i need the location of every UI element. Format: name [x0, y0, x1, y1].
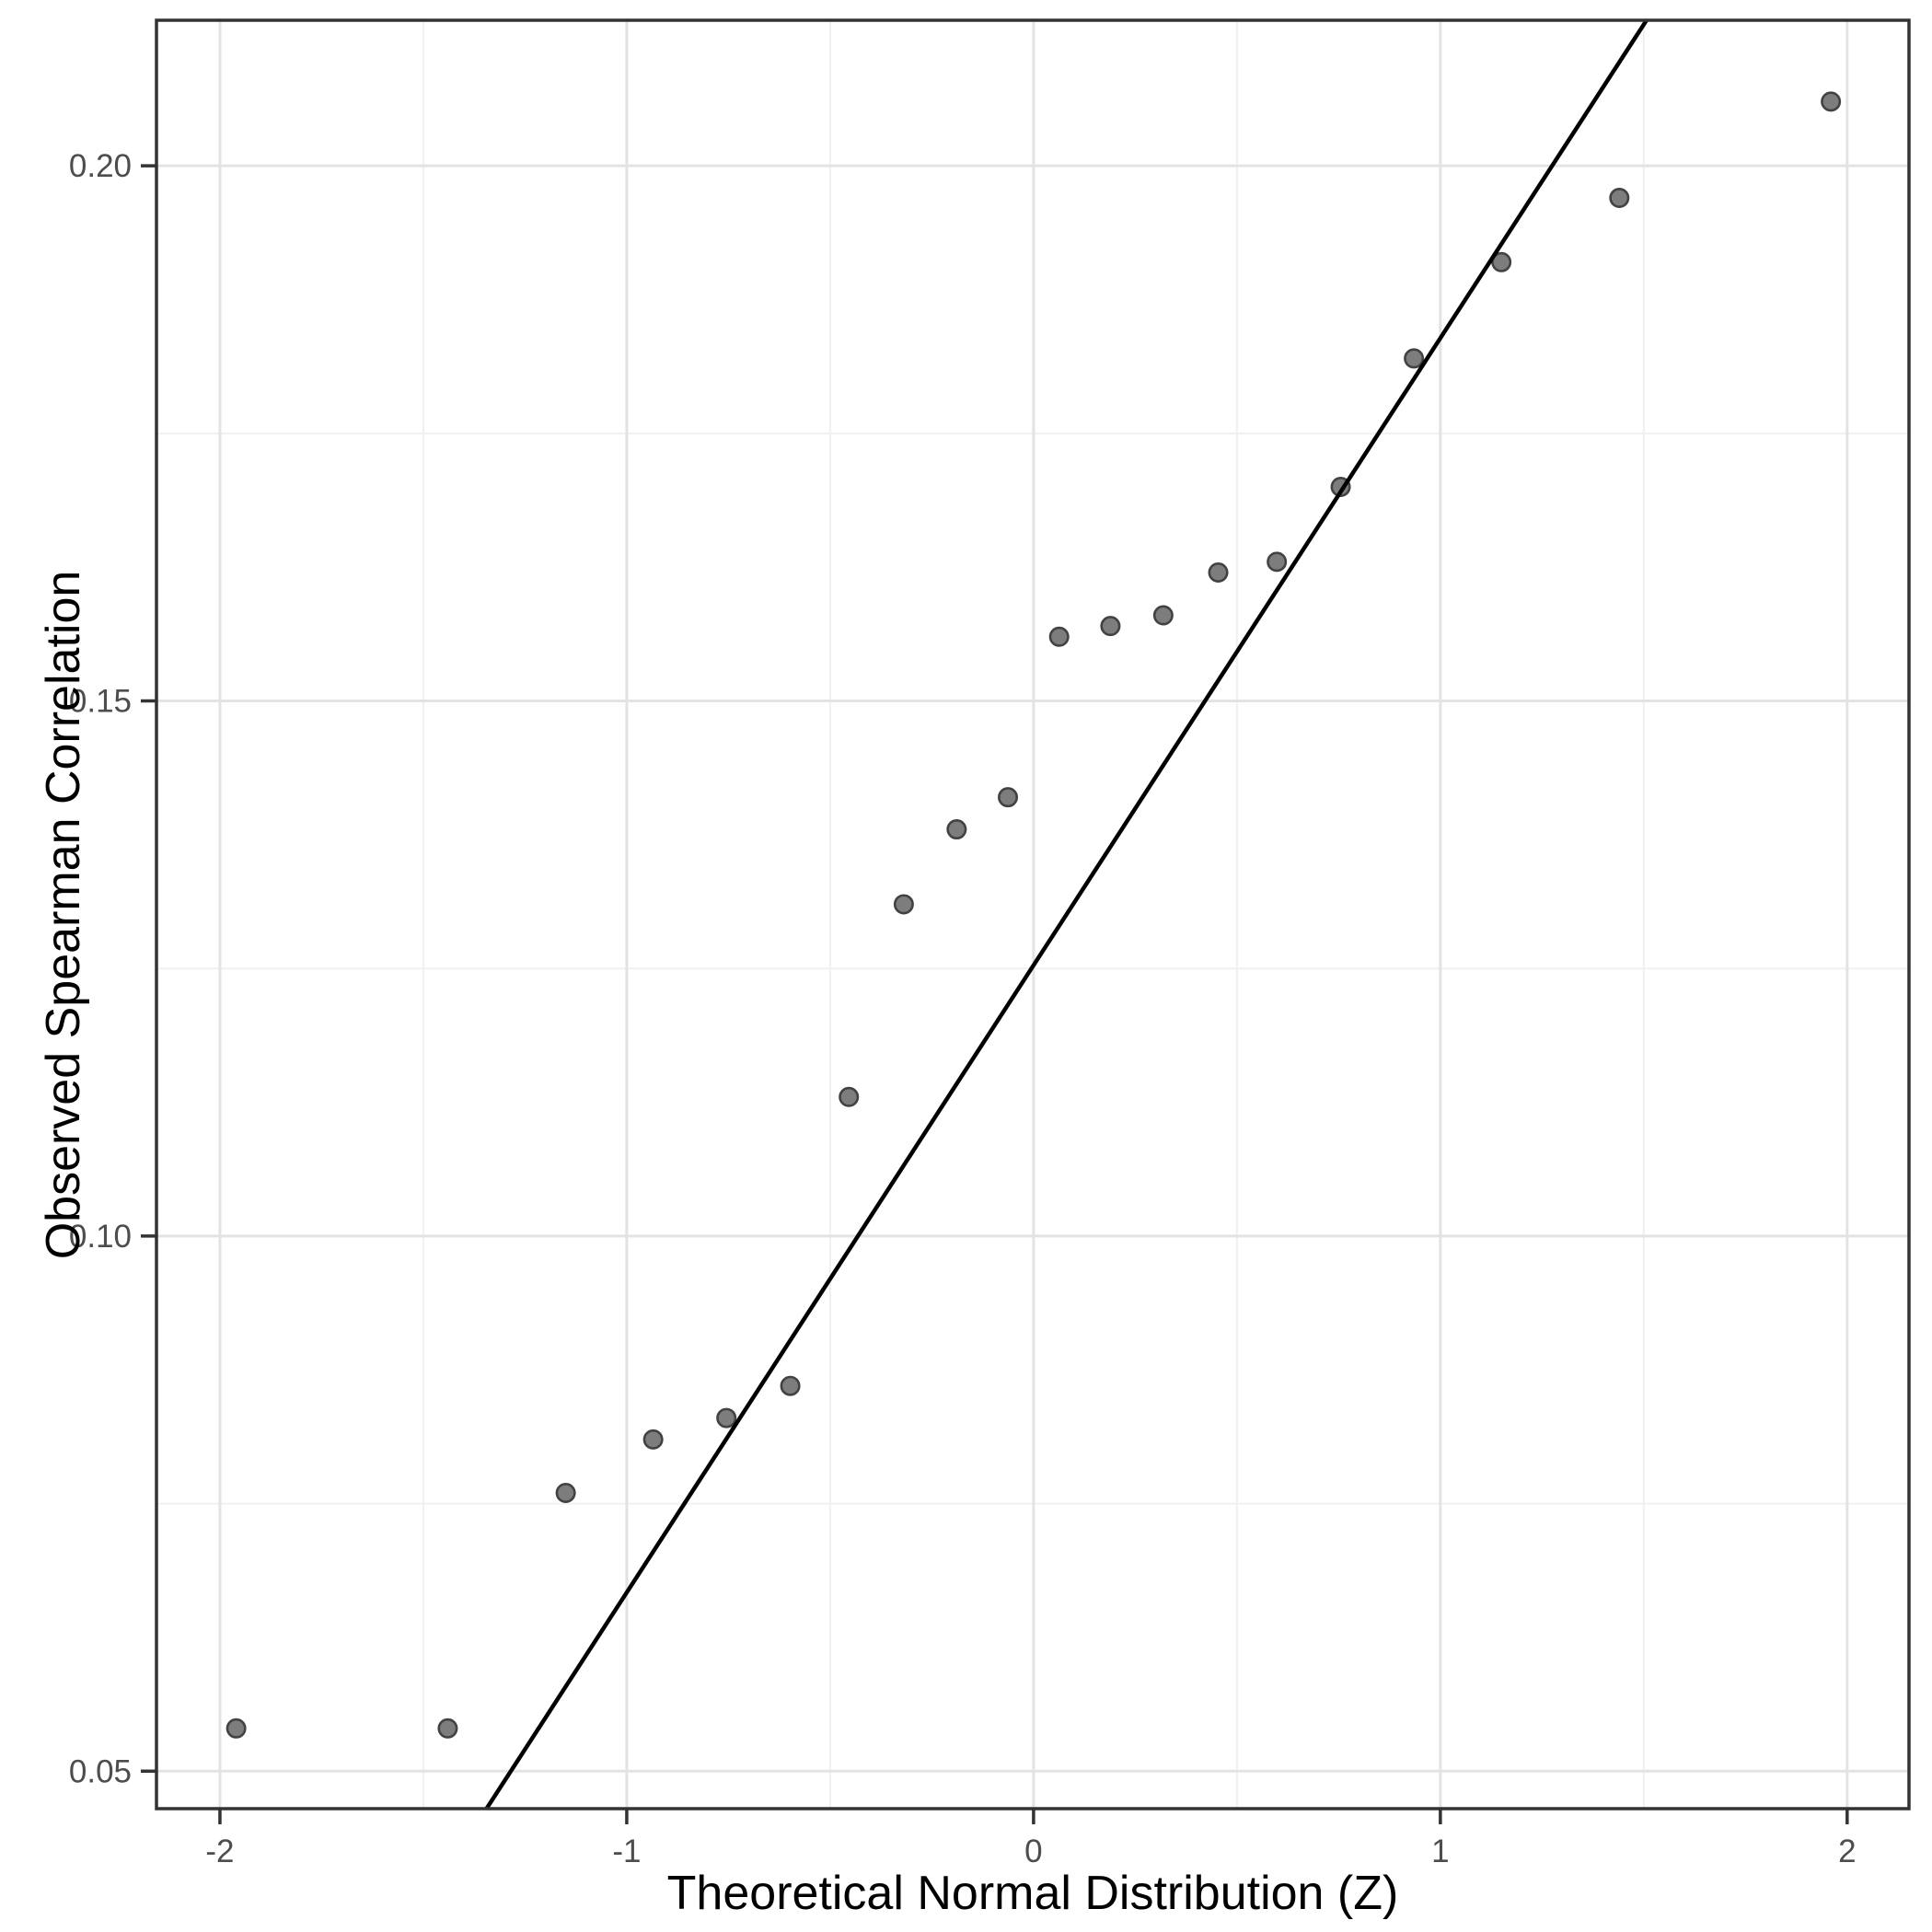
- data-point: [437, 1718, 458, 1739]
- data-point: [946, 819, 967, 840]
- qq-reference-line: [483, 20, 1649, 1809]
- qq-line-layer: [483, 20, 1649, 1809]
- data-point: [226, 1718, 247, 1739]
- data-point: [642, 1429, 664, 1450]
- x-tick-label: 1: [1431, 1834, 1449, 1869]
- x-axis-title: Theoretical Normal Distribution (Z): [667, 1867, 1399, 1920]
- data-point: [1152, 605, 1174, 626]
- x-tick-label: -1: [612, 1834, 641, 1869]
- x-tick-label: 2: [1838, 1834, 1856, 1869]
- y-tick-label: 0.10: [69, 1219, 132, 1255]
- y-axis-title: Observed Spearman Correlation: [37, 571, 90, 1260]
- data-point: [998, 787, 1019, 808]
- x-axis-ticks: -2 -1 0 1 2: [205, 1809, 1857, 1869]
- x-tick-label: -2: [205, 1834, 234, 1869]
- y-tick-label: 0.05: [69, 1753, 132, 1789]
- grid-major-lines: [156, 20, 1909, 1809]
- y-axis-ticks: 0.05 0.10 0.15 0.20: [69, 148, 156, 1789]
- data-point: [1267, 551, 1288, 573]
- data-point: [839, 1086, 860, 1107]
- data-point: [716, 1407, 737, 1429]
- data-point: [1404, 348, 1425, 369]
- data-point: [780, 1375, 801, 1396]
- data-point: [1821, 91, 1842, 112]
- data-point: [893, 894, 914, 915]
- data-point: [1048, 626, 1070, 647]
- data-point: [1100, 616, 1121, 637]
- data-point: [1208, 561, 1229, 583]
- data-point: [1491, 251, 1512, 272]
- data-point: [555, 1482, 576, 1503]
- x-tick-label: 0: [1024, 1834, 1042, 1869]
- y-tick-label: 0.20: [69, 148, 132, 184]
- data-point: [1609, 188, 1630, 209]
- scatter-points-layer: [226, 91, 1842, 1739]
- y-tick-label: 0.15: [69, 684, 132, 720]
